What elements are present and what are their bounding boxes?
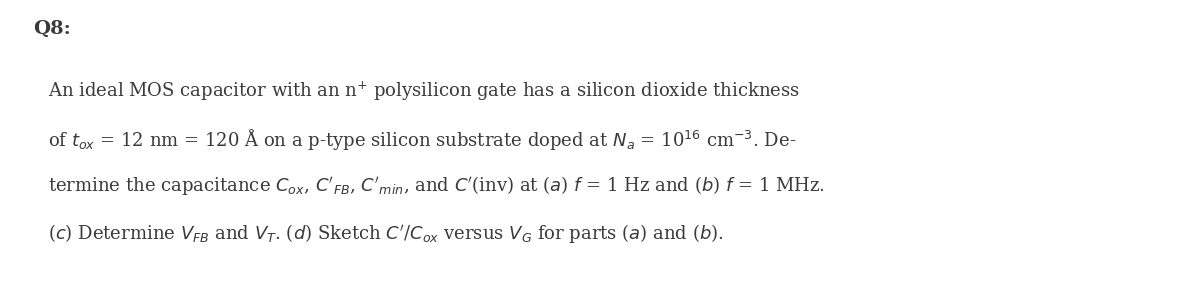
Text: Q8:: Q8:	[34, 20, 71, 38]
Text: An ideal MOS capacitor with an n$^{+}$ polysilicon gate has a silicon dioxide th: An ideal MOS capacitor with an n$^{+}$ p…	[48, 80, 800, 103]
Text: termine the capacitance $C_{ox}$, $C'_{FB}$, $C'_{min}$, and $C'$(inv) at ($a$) : termine the capacitance $C_{ox}$, $C'_{F…	[48, 174, 826, 197]
Text: ($c$) Determine $V_{FB}$ and $V_T$. ($d$) Sketch $C'$/$C_{ox}$ versus $V_G$ for : ($c$) Determine $V_{FB}$ and $V_T$. ($d$…	[48, 222, 724, 245]
Text: of $t_{ox}$ = 12 nm = 120 Å on a p-type silicon substrate doped at $N_a$ = 10$^{: of $t_{ox}$ = 12 nm = 120 Å on a p-type …	[48, 127, 797, 152]
